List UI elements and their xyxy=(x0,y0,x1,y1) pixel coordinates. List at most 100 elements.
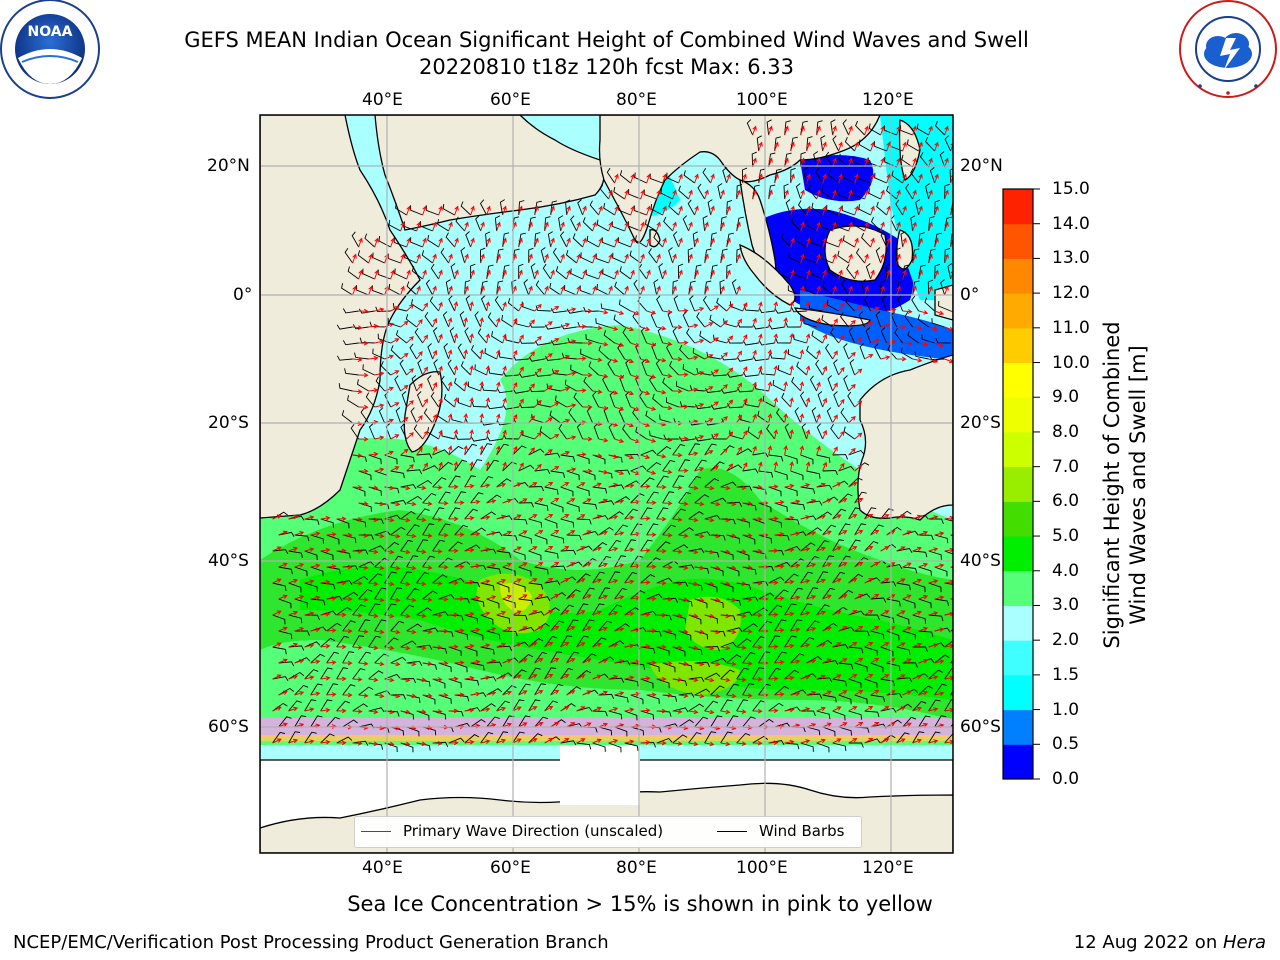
wind-barb xyxy=(692,347,705,360)
wave-direction-arrow xyxy=(928,358,939,363)
wind-barb xyxy=(338,383,353,392)
wind-barb xyxy=(528,518,543,528)
colorbar-label-line2: Wind Waves and Swell [m] xyxy=(1126,345,1150,625)
wind-barb xyxy=(924,297,935,312)
wind-barb xyxy=(582,502,598,510)
wave-direction-arrow xyxy=(752,580,763,586)
wave-direction-arrow xyxy=(496,253,501,264)
wind-barb xyxy=(530,263,536,280)
wave-direction-arrow xyxy=(742,302,748,312)
wind-barb xyxy=(788,252,801,264)
wind-barb xyxy=(411,266,423,280)
wind-barb xyxy=(687,199,696,216)
wave-direction-arrow xyxy=(469,397,474,408)
wave-direction-arrow xyxy=(422,269,427,280)
wind-barb xyxy=(392,303,407,312)
wind-barb xyxy=(448,678,462,689)
wave-direction-arrow xyxy=(880,610,890,616)
wind-barb xyxy=(432,678,446,689)
wind-barb xyxy=(778,365,791,376)
wind-barb xyxy=(742,534,756,545)
wind-barb xyxy=(566,723,583,728)
wave-direction-arrow xyxy=(352,677,363,682)
wind-barb xyxy=(496,248,504,264)
wave-direction-arrow xyxy=(608,221,613,232)
wind-barb xyxy=(720,481,737,488)
wave-direction-arrow xyxy=(624,390,635,396)
wind-barb xyxy=(599,184,609,200)
wind-barb xyxy=(535,305,551,312)
wind-barb xyxy=(934,566,948,577)
wind-barb xyxy=(598,555,612,568)
wave-direction-arrow xyxy=(502,269,507,280)
wave-direction-arrow xyxy=(816,253,821,264)
wave-direction-arrow xyxy=(918,237,923,248)
wind-barb xyxy=(838,694,852,705)
wave-direction-arrow xyxy=(816,381,821,392)
wave-direction-arrow xyxy=(912,514,922,520)
wave-direction-arrow xyxy=(768,708,779,714)
wave-direction-arrow xyxy=(560,221,565,232)
wave-direction-arrow xyxy=(288,514,299,520)
wave-direction-arrow xyxy=(272,610,282,616)
wind-barb xyxy=(826,299,839,312)
wind-barb xyxy=(534,683,547,696)
wave-direction-arrow xyxy=(432,253,437,264)
wave-direction-arrow xyxy=(880,189,885,200)
wave-direction-arrow xyxy=(614,470,625,475)
wave-direction-arrow xyxy=(614,627,625,632)
wind-barb xyxy=(512,582,526,593)
wave-direction-arrow xyxy=(672,221,677,232)
wind-barb xyxy=(310,653,325,664)
wind-barb xyxy=(800,571,813,584)
wave-direction-arrow xyxy=(838,562,848,568)
wave-direction-arrow xyxy=(566,690,576,696)
wave-direction-arrow xyxy=(774,500,785,505)
wind-barb xyxy=(752,184,760,200)
wind-barb xyxy=(704,443,717,456)
wind-barb xyxy=(486,459,499,472)
wave-direction-arrow xyxy=(742,693,753,698)
wind-barb xyxy=(822,622,838,632)
wave-direction-arrow xyxy=(918,530,929,536)
wave-direction-arrow xyxy=(742,501,753,506)
wave-direction-arrow xyxy=(726,629,737,635)
wave-direction-arrow xyxy=(720,189,725,200)
wind-barb xyxy=(768,454,784,462)
wind-barb xyxy=(895,199,904,216)
wind-barb xyxy=(806,726,821,736)
colorbar-label-line1: Significant Height of Combined xyxy=(1100,321,1124,649)
wind-barb xyxy=(592,742,606,752)
wave-direction-arrow xyxy=(550,497,560,504)
wave-direction-arrow xyxy=(773,301,779,312)
wave-direction-arrow xyxy=(662,205,667,216)
wind-barb xyxy=(640,539,653,552)
wind-barb xyxy=(422,694,436,705)
wave-direction-arrow xyxy=(822,658,832,664)
wave-direction-arrow xyxy=(560,450,571,456)
wind-barb xyxy=(592,454,606,465)
wave-direction-arrow xyxy=(518,237,523,248)
wave-direction-arrow xyxy=(390,501,401,507)
wave-direction-arrow xyxy=(742,533,753,538)
wind-barb xyxy=(457,343,466,360)
wave-direction-arrow xyxy=(742,334,748,344)
wave-direction-arrow xyxy=(950,174,953,184)
wind-barb xyxy=(656,737,673,744)
tick-bottom-120e: 120°E xyxy=(862,858,914,878)
wind-barb xyxy=(758,340,775,346)
wave-direction-arrow xyxy=(918,205,923,216)
wave-direction-arrow xyxy=(704,517,715,523)
wave-direction-arrow xyxy=(470,237,475,248)
legend-wave-direction: Primary Wave Direction (unscaled) xyxy=(361,822,663,840)
wind-barb xyxy=(806,620,820,632)
wind-barb xyxy=(326,566,341,575)
wave-direction-arrow xyxy=(438,564,449,570)
wave-direction-arrow xyxy=(496,482,507,488)
wind-barb xyxy=(582,530,599,536)
wind-barb xyxy=(640,507,653,520)
wave-direction-arrow xyxy=(550,721,560,728)
wind-barb xyxy=(341,283,353,296)
wave-direction-arrow xyxy=(422,302,428,312)
wave-direction-arrow xyxy=(592,253,597,264)
